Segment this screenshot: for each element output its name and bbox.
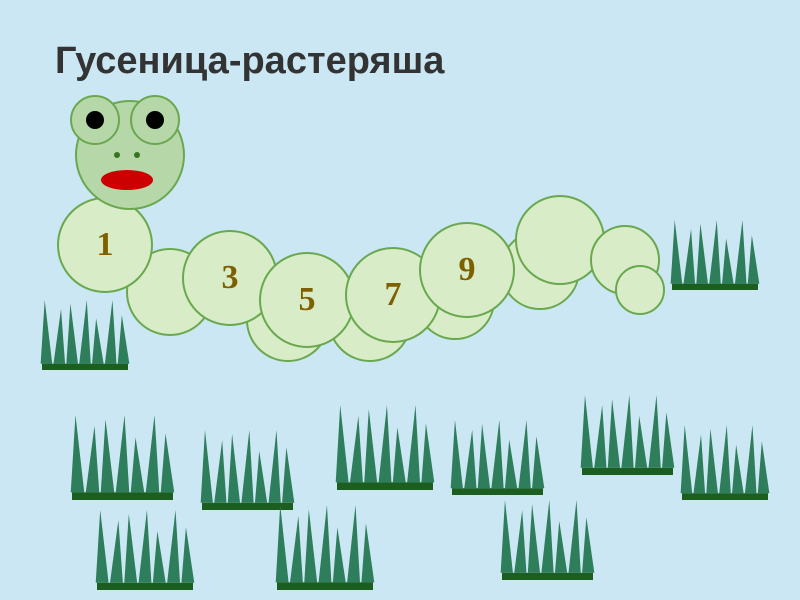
caterpillar-nostril <box>134 152 140 158</box>
caterpillar-nostril <box>114 152 120 158</box>
page-title: Гусеница-растеряша <box>55 40 444 83</box>
grass-clump <box>670 220 760 290</box>
segment-number: 7 <box>385 276 402 314</box>
grass-clump <box>40 300 130 370</box>
grass-clump <box>450 420 545 495</box>
caterpillar-pupil <box>146 111 164 129</box>
segment-number: 5 <box>299 281 316 319</box>
segment-number: 9 <box>459 251 476 289</box>
grass-clump <box>335 405 435 490</box>
caterpillar-mouth <box>101 170 153 190</box>
caterpillar-segment <box>615 265 665 315</box>
caterpillar-segment-labeled: 5 <box>259 252 355 348</box>
grass-clump <box>200 430 295 510</box>
grass-clump <box>275 505 375 590</box>
grass-clump <box>680 425 770 500</box>
grass-clump <box>580 395 675 475</box>
caterpillar-segment-labeled: 1 <box>57 197 153 293</box>
caterpillar-pupil <box>86 111 104 129</box>
segment-number: 1 <box>97 226 114 264</box>
grass-clump <box>70 415 175 500</box>
caterpillar-segment-labeled: 9 <box>419 222 515 318</box>
grass-clump <box>95 510 195 590</box>
segment-number: 3 <box>222 259 239 297</box>
grass-clump <box>500 500 595 580</box>
stage: Гусеница-растеряша 1 3 5 7 9 <box>0 0 800 600</box>
